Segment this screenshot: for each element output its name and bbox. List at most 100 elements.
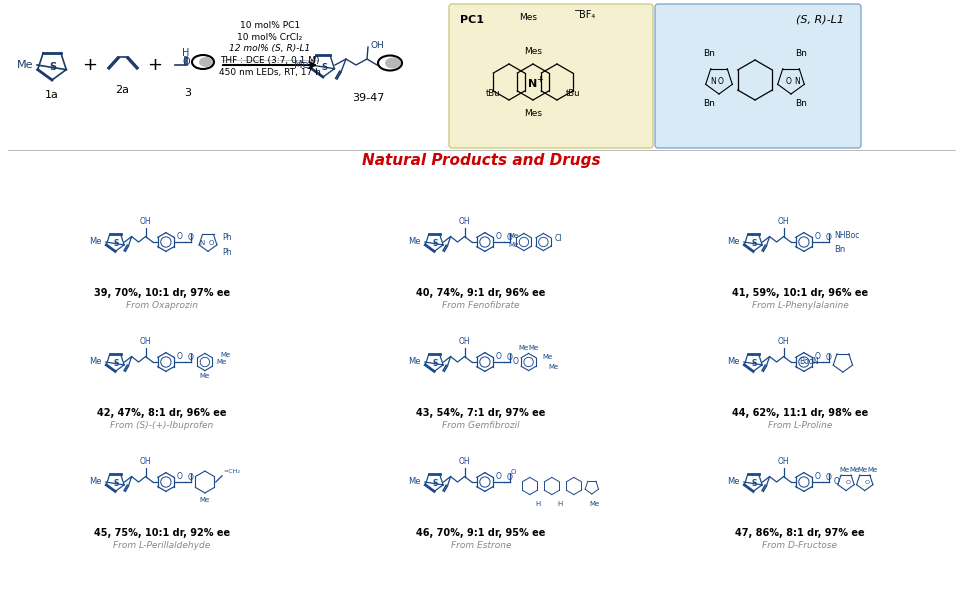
Text: O: O <box>507 234 513 243</box>
Text: O: O <box>846 480 850 485</box>
Text: S: S <box>113 359 118 368</box>
Text: Me: Me <box>542 354 553 360</box>
Text: 39, 70%, 10:1 dr, 97% ee: 39, 70%, 10:1 dr, 97% ee <box>94 288 230 298</box>
Text: O: O <box>507 353 513 362</box>
Text: N: N <box>794 76 800 85</box>
Text: S: S <box>432 479 437 488</box>
Text: +: + <box>536 74 543 83</box>
Text: OH: OH <box>458 337 471 346</box>
Text: O: O <box>513 358 519 367</box>
Text: Mes: Mes <box>519 13 537 21</box>
Text: O: O <box>826 353 832 362</box>
Text: OH: OH <box>370 41 383 49</box>
Text: Bn: Bn <box>834 244 846 253</box>
Text: Ph: Ph <box>222 249 231 257</box>
Text: S: S <box>49 61 56 72</box>
Text: Me: Me <box>727 237 740 247</box>
Text: OH: OH <box>140 337 151 346</box>
Text: 41, 59%, 10:1 dr, 96% ee: 41, 59%, 10:1 dr, 96% ee <box>732 288 868 298</box>
Text: H: H <box>535 501 540 507</box>
Text: N: N <box>710 76 716 85</box>
Text: H: H <box>558 501 562 507</box>
Text: Bn: Bn <box>795 100 807 108</box>
Text: 44, 62%, 11:1 dr, 98% ee: 44, 62%, 11:1 dr, 98% ee <box>732 408 868 418</box>
Text: Me: Me <box>294 60 308 70</box>
Text: PC1: PC1 <box>460 15 484 25</box>
Text: O: O <box>495 232 501 241</box>
Text: O: O <box>815 352 820 361</box>
Text: Me: Me <box>199 497 210 503</box>
Text: From (S)-(+)-Ibuprofen: From (S)-(+)-Ibuprofen <box>111 421 214 430</box>
Text: O: O <box>507 473 513 482</box>
Text: 10 mol% CrCl₂: 10 mol% CrCl₂ <box>237 33 302 42</box>
Text: O: O <box>718 76 724 85</box>
Text: OH: OH <box>140 457 151 467</box>
Text: tBu: tBu <box>485 89 500 98</box>
Text: Me: Me <box>16 60 33 70</box>
Text: From Estrone: From Estrone <box>451 541 511 550</box>
Text: Me: Me <box>727 358 740 367</box>
Text: 12 mol% (S, R)-L1: 12 mol% (S, R)-L1 <box>229 45 311 54</box>
Text: O: O <box>495 472 501 481</box>
Text: O: O <box>815 232 820 241</box>
Text: Me: Me <box>90 358 102 367</box>
Text: Me: Me <box>217 359 226 365</box>
Text: From L-Perillaldehyde: From L-Perillaldehyde <box>114 541 211 550</box>
Text: O: O <box>864 480 870 485</box>
Text: Me: Me <box>408 358 421 367</box>
Text: From L-Phenylalanine: From L-Phenylalanine <box>752 300 848 309</box>
Text: +: + <box>83 56 97 74</box>
Text: Me: Me <box>90 237 102 247</box>
Text: O: O <box>176 352 182 361</box>
Text: 39-47: 39-47 <box>351 93 384 103</box>
Text: OH: OH <box>140 218 151 226</box>
Text: O: O <box>176 232 182 241</box>
Text: ̅BF₄: ̅BF₄ <box>580 10 596 20</box>
Text: Bn: Bn <box>703 49 715 58</box>
Text: OH: OH <box>458 218 471 226</box>
Text: Me: Me <box>508 233 519 239</box>
Text: NHBoc: NHBoc <box>834 231 859 240</box>
Text: From Gemfibrozil: From Gemfibrozil <box>442 421 520 430</box>
Text: OH: OH <box>458 457 471 467</box>
Text: 45, 75%, 10:1 dr, 92% ee: 45, 75%, 10:1 dr, 92% ee <box>94 528 230 538</box>
Text: O: O <box>834 477 840 486</box>
Text: +: + <box>147 56 163 74</box>
Text: Me: Me <box>90 477 102 486</box>
Text: Natural Products and Drugs: Natural Products and Drugs <box>362 153 600 167</box>
Text: OH: OH <box>778 457 790 467</box>
Text: O: O <box>786 76 792 85</box>
Text: Cl: Cl <box>555 234 562 243</box>
Text: O: O <box>495 352 501 361</box>
Text: =CH₂: =CH₂ <box>223 470 241 474</box>
Text: N: N <box>199 240 204 246</box>
Text: Ph: Ph <box>222 233 231 242</box>
Text: 40, 74%, 9:1 dr, 96% ee: 40, 74%, 9:1 dr, 96% ee <box>416 288 546 298</box>
Text: From Oxaprozin: From Oxaprozin <box>126 300 198 309</box>
Text: Mes: Mes <box>524 48 542 57</box>
Text: 43, 54%, 7:1 dr, 97% ee: 43, 54%, 7:1 dr, 97% ee <box>416 408 546 418</box>
Text: 10 mol% PC1: 10 mol% PC1 <box>240 20 300 29</box>
Text: Me: Me <box>849 467 859 473</box>
Text: S: S <box>113 239 118 248</box>
Text: O: O <box>510 469 516 475</box>
Text: Me: Me <box>408 237 421 247</box>
Text: THF : DCE (3:7, 0.1 M): THF : DCE (3:7, 0.1 M) <box>221 57 320 66</box>
Text: BocN: BocN <box>799 358 819 367</box>
Text: 46, 70%, 9:1 dr, 95% ee: 46, 70%, 9:1 dr, 95% ee <box>416 528 546 538</box>
FancyBboxPatch shape <box>449 4 653 148</box>
Ellipse shape <box>378 55 402 70</box>
Text: S: S <box>751 359 756 368</box>
Text: 2a: 2a <box>115 85 129 95</box>
Text: 1a: 1a <box>45 90 59 100</box>
Text: From L-Proline: From L-Proline <box>768 421 832 430</box>
Text: Bn: Bn <box>703 100 715 108</box>
Text: O: O <box>176 472 182 481</box>
FancyBboxPatch shape <box>655 4 861 148</box>
Text: tBu: tBu <box>565 89 581 98</box>
Text: O: O <box>815 472 820 481</box>
Text: S: S <box>432 239 437 248</box>
Text: From Fenofibrate: From Fenofibrate <box>442 300 520 309</box>
Text: O: O <box>826 473 832 482</box>
Text: Me: Me <box>727 477 740 486</box>
